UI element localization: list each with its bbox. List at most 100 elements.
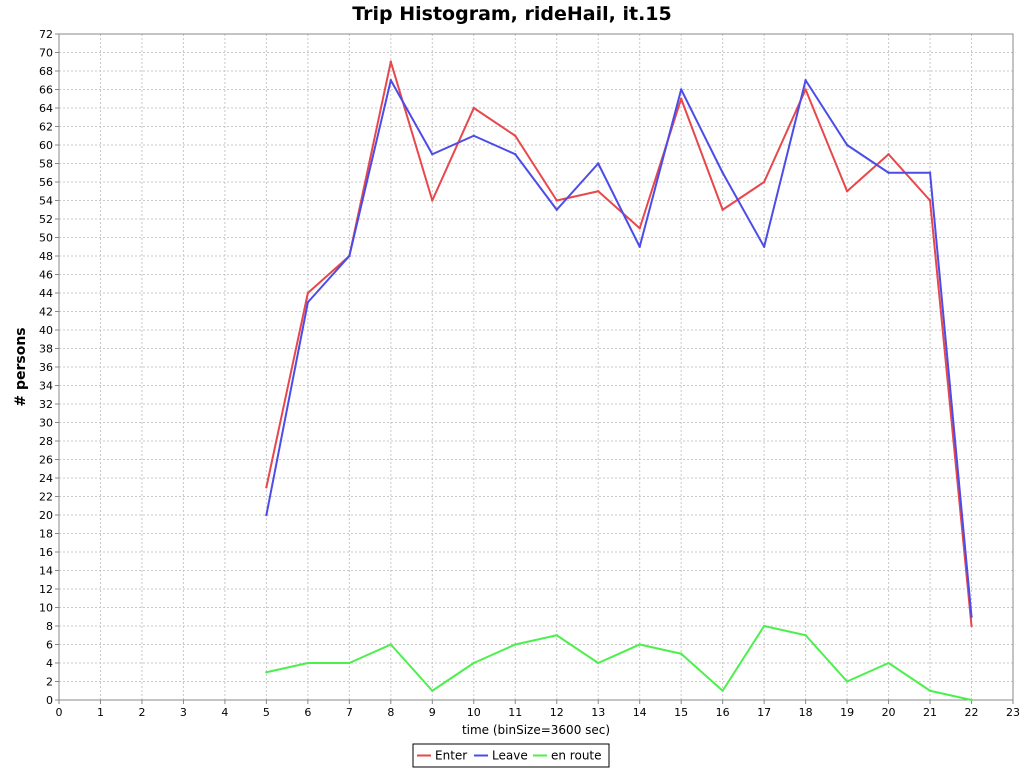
x-tick-label: 5 [263, 706, 270, 719]
y-tick-label: 18 [39, 528, 53, 541]
data-point [804, 634, 807, 637]
y-tick-label: 30 [39, 417, 53, 430]
data-point [721, 208, 724, 211]
x-tick-label: 12 [550, 706, 564, 719]
y-tick-label: 40 [39, 324, 53, 337]
x-tick-label: 14 [633, 706, 647, 719]
data-point [845, 680, 849, 683]
data-point [265, 671, 268, 674]
data-point [431, 689, 434, 692]
data-point [928, 689, 932, 692]
data-point [306, 291, 310, 295]
data-point [928, 171, 932, 174]
data-point [555, 634, 558, 637]
data-point [306, 661, 310, 665]
y-tick-label: 52 [39, 213, 53, 226]
y-tick-label: 8 [46, 620, 53, 633]
x-tick-label: 23 [1006, 706, 1020, 719]
y-axis: 0246810121416182022242628303234363840424… [39, 28, 59, 707]
data-point [970, 698, 973, 702]
y-tick-label: 34 [39, 380, 53, 393]
x-tick-label: 9 [429, 706, 436, 719]
data-point [472, 134, 475, 137]
data-point [348, 661, 351, 665]
data-point [721, 689, 724, 692]
data-point [679, 97, 683, 100]
y-tick-label: 62 [39, 121, 53, 134]
data-point [804, 88, 807, 91]
grid-layer [58, 33, 1014, 701]
data-point [431, 153, 434, 156]
data-point [472, 106, 475, 110]
data-point [597, 190, 600, 193]
data-point [679, 88, 683, 91]
data-point [431, 199, 434, 202]
legend-label: Leave [492, 749, 528, 763]
data-point [679, 652, 683, 655]
y-tick-label: 14 [39, 565, 53, 578]
data-point [306, 301, 310, 304]
x-tick-label: 1 [97, 706, 104, 719]
series-layer [265, 60, 973, 702]
y-tick-label: 26 [39, 454, 53, 467]
data-point [762, 245, 766, 248]
y-tick-label: 60 [39, 139, 53, 152]
data-point [638, 245, 641, 248]
x-tick-label: 17 [757, 706, 771, 719]
x-tick-label: 10 [467, 706, 481, 719]
data-point [555, 208, 558, 211]
y-tick-label: 16 [39, 546, 53, 559]
y-tick-label: 10 [39, 602, 53, 615]
chart-title: Trip Histogram, rideHail, it.15 [352, 3, 671, 25]
data-point [472, 661, 475, 665]
x-tick-label: 0 [56, 706, 63, 719]
x-tick-label: 21 [923, 706, 937, 719]
y-tick-label: 58 [39, 158, 53, 171]
data-point [887, 661, 890, 665]
y-tick-label: 6 [46, 639, 53, 652]
data-point [389, 60, 393, 63]
x-axis-label: time (binSize=3600 sec) [462, 723, 610, 737]
data-point [638, 227, 641, 230]
data-point [514, 153, 517, 156]
series-line-en-route [266, 625, 972, 701]
y-tick-label: 2 [46, 676, 53, 689]
data-point [265, 513, 268, 517]
x-tick-label: 7 [346, 706, 353, 719]
y-tick-label: 70 [39, 47, 53, 60]
legend: Enter Leave en route [412, 743, 610, 768]
legend-box [412, 743, 610, 768]
data-point [389, 79, 393, 82]
y-tick-label: 54 [39, 195, 53, 208]
x-axis: 0 1 2 3 4 5 6 7 8 9 10 11 12 13 14 15 16 17 18 19 20 21 22 23 [56, 700, 1020, 719]
data-point [845, 143, 849, 147]
data-point [265, 486, 268, 489]
x-tick-label: 6 [304, 706, 311, 719]
y-tick-label: 50 [39, 232, 53, 245]
series-line-enter [265, 60, 973, 627]
data-point [389, 643, 393, 646]
data-point [970, 615, 973, 618]
y-tick-label: 28 [39, 435, 53, 448]
y-tick-label: 64 [39, 102, 53, 115]
x-tick-label: 16 [716, 706, 730, 719]
data-point [887, 171, 890, 174]
y-tick-label: 42 [39, 306, 53, 319]
x-tick-label: 3 [180, 706, 187, 719]
data-point [597, 162, 600, 165]
x-tick-label: 2 [138, 706, 145, 719]
y-tick-label: 22 [39, 491, 53, 504]
y-tick-label: 12 [39, 583, 53, 596]
legend-label: en route [551, 749, 602, 763]
data-point [762, 624, 766, 628]
data-point [555, 199, 558, 202]
x-tick-label: 22 [965, 706, 979, 719]
data-point [597, 661, 600, 665]
data-point [514, 643, 517, 646]
data-point [970, 624, 973, 628]
y-tick-label: 44 [39, 287, 53, 300]
data-point [887, 153, 890, 156]
y-tick-label: 46 [39, 269, 53, 282]
